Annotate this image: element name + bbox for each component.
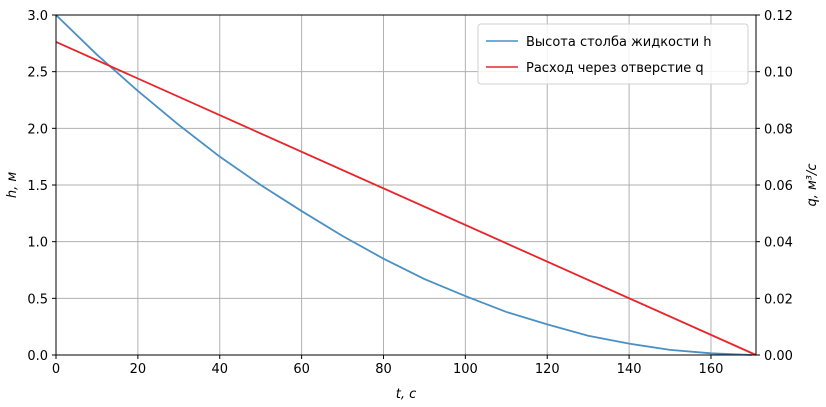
y-left-tick-label: 1.0 [27,236,48,251]
y-right-tick-label: 0.06 [764,179,793,194]
x-tick-label: 160 [699,362,724,377]
y-right-tick-label: 0.12 [764,9,793,24]
y-left-tick-label: 3.0 [27,9,48,24]
x-tick-label: 40 [211,362,228,377]
x-tick-label: 0 [52,362,60,377]
y-left-tick-label: 1.5 [27,179,48,194]
y-left-tick-label: 0.0 [27,349,48,364]
ticks: 0 20 40 60 80 100 120 140 160 0.0 0.5 1.0 1.5 2.0 2.5 3… [27,9,793,377]
y-right-tick-label: 0.02 [764,292,793,307]
x-axis-label: t, с [396,387,417,402]
x-tick-label: 140 [617,362,642,377]
series-line-flow [55,41,757,356]
y-axis-left-label: h, м [5,172,20,199]
legend: Высота столба жидкости h Расход через от… [477,23,749,85]
y-axis-right-label: q, м³/с [805,163,820,206]
legend-box [477,23,749,85]
x-tick-label: 100 [453,362,478,377]
y-right-tick-label: 0.00 [764,349,793,364]
y-right-tick-label: 0.08 [764,122,793,137]
x-tick-label: 60 [293,362,310,377]
y-left-tick-label: 2.5 [27,66,48,81]
y-left-tick-label: 2.0 [27,122,48,137]
legend-entry-flow: Расход через отверстие q [526,61,704,76]
x-tick-label: 120 [535,362,560,377]
series-line-height [55,14,752,356]
x-tick-label: 20 [130,362,147,377]
x-tick-label: 80 [375,362,392,377]
legend-entry-height: Высота столба жидкости h [526,35,712,50]
series-layer [55,14,757,356]
y-left-tick-label: 0.5 [27,292,48,307]
y-right-tick-label: 0.04 [764,236,793,251]
y-right-tick-label: 0.10 [764,66,793,81]
